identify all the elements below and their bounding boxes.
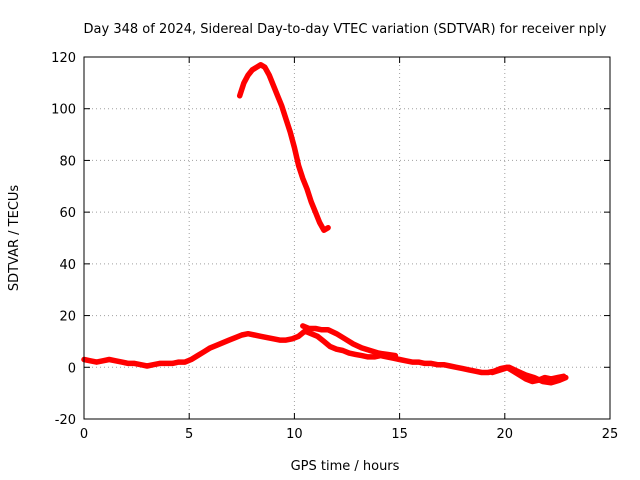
y-tick-label: -20 — [55, 413, 76, 428]
y-tick-label: 100 — [51, 103, 76, 118]
series-line-2 — [81, 328, 567, 385]
data-series — [81, 62, 569, 386]
series-line-3 — [300, 323, 399, 359]
x-tick-label: 0 — [80, 427, 88, 442]
series-line-4 — [489, 364, 569, 386]
x-tick-label: 15 — [391, 427, 408, 442]
x-tick-label: 20 — [497, 427, 514, 442]
x-tick-label: 10 — [286, 427, 303, 442]
y-axis-label: SDTVAR / TECUs — [7, 185, 22, 292]
y-tick-label: 60 — [59, 206, 76, 221]
y-tick-label: 80 — [59, 154, 76, 169]
x-tick-label: 25 — [602, 427, 619, 442]
x-axis-label: GPS time / hours — [291, 459, 400, 474]
grid — [84, 57, 610, 419]
y-tick-label: 40 — [59, 258, 76, 273]
y-tick-label: 20 — [59, 310, 76, 325]
chart-title: Day 348 of 2024, Sidereal Day-to-day VTE… — [84, 22, 607, 37]
x-tick-label: 5 — [185, 427, 193, 442]
y-tick-label: 0 — [68, 361, 76, 376]
series-line-1 — [236, 62, 331, 233]
tick-labels: 0 5 10 15 20 25 -20 0 20 40 60 80 100 120 — [51, 51, 618, 442]
plot-frame — [83, 56, 611, 420]
y-tick-label: 120 — [51, 51, 76, 66]
